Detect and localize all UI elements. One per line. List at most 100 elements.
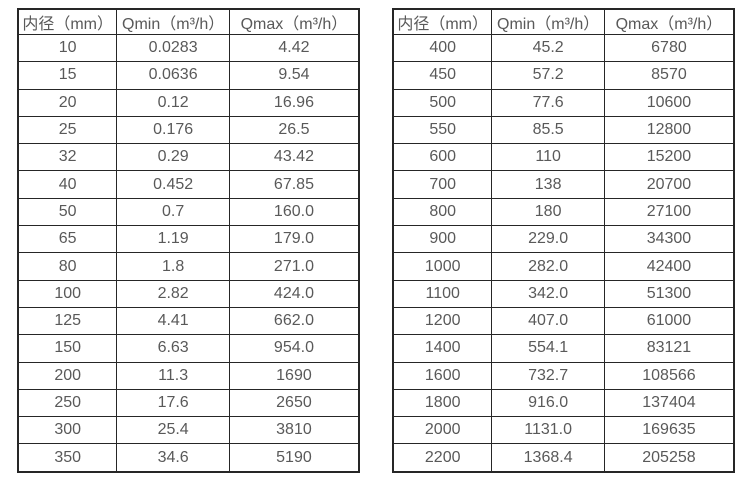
table-cell: 180 [491, 197, 605, 227]
table-row: 350 34.6 5190 [17, 443, 360, 473]
col-header-qmin: Qmin（m³/h） [116, 8, 230, 35]
table-row: 1600 732.7 108566 [392, 361, 735, 390]
table-cell: 6780 [603, 33, 735, 63]
table-cell: 2650 [228, 388, 360, 418]
table-cell: 1690 [228, 361, 360, 390]
table-cell: 9.54 [228, 61, 360, 90]
table-row: 500 77.6 10600 [392, 88, 735, 117]
table-cell: 0.0283 [116, 33, 230, 63]
table-cell: 160.0 [228, 197, 360, 227]
table-cell: 10 [17, 33, 118, 63]
table-cell: 271.0 [228, 252, 360, 281]
table-row: 400 45.2 6780 [392, 33, 735, 63]
table-row: 15 0.0636 9.54 [17, 61, 360, 90]
table-cell: 61000 [603, 306, 735, 336]
table-cell: 20700 [603, 170, 735, 199]
table-cell: 300 [17, 416, 118, 445]
table-row: 80 1.8 271.0 [17, 252, 360, 281]
table-cell: 1368.4 [491, 443, 605, 473]
table-cell: 954.0 [228, 334, 360, 363]
table-cell: 67.85 [228, 170, 360, 199]
table-cell: 1200 [392, 306, 493, 336]
table-cell: 500 [392, 88, 493, 117]
table-cell: 2000 [392, 416, 493, 445]
table-cell: 34300 [603, 225, 735, 254]
table-cell: 138 [491, 170, 605, 199]
table-cell: 1800 [392, 388, 493, 418]
table-cell: 169635 [603, 416, 735, 445]
table-body: 10 0.0283 4.42 15 0.0636 9.54 20 0.12 16.96 25 0.1… [17, 33, 360, 473]
table-cell: 25.4 [116, 416, 230, 445]
table-cell: 12800 [603, 115, 735, 145]
table-cell: 80 [17, 252, 118, 281]
table-cell: 77.6 [491, 88, 605, 117]
table-row: 20 0.12 16.96 [17, 88, 360, 117]
table-row: 1100 342.0 51300 [392, 279, 735, 308]
flow-rate-tables-container: 内径（mm） Qmin（m³/h） Qmax（m³/h） 10 0.0283 4.4… [17, 8, 735, 473]
table-cell: 600 [392, 143, 493, 172]
table-cell: 34.6 [116, 443, 230, 473]
table-cell: 2200 [392, 443, 493, 473]
table-cell: 50 [17, 197, 118, 227]
table-row: 550 85.5 12800 [392, 115, 735, 145]
col-header-inner-diameter: 内径（mm） [392, 8, 493, 35]
table-row: 450 57.2 8570 [392, 61, 735, 90]
table-cell: 424.0 [228, 279, 360, 308]
table-row: 600 110 15200 [392, 143, 735, 172]
table-cell: 110 [491, 143, 605, 172]
table-cell: 550 [392, 115, 493, 145]
table-cell: 150 [17, 334, 118, 363]
table-cell: 800 [392, 197, 493, 227]
table-row: 50 0.7 160.0 [17, 197, 360, 227]
table-cell: 200 [17, 361, 118, 390]
table-cell: 407.0 [491, 306, 605, 336]
table-row: 65 1.19 179.0 [17, 225, 360, 254]
table-cell: 732.7 [491, 361, 605, 390]
table-cell: 137404 [603, 388, 735, 418]
table-cell: 282.0 [491, 252, 605, 281]
table-cell: 1400 [392, 334, 493, 363]
table-cell: 1.19 [116, 225, 230, 254]
table-row: 2200 1368.4 205258 [392, 443, 735, 473]
table-cell: 2.82 [116, 279, 230, 308]
table-cell: 85.5 [491, 115, 605, 145]
table-cell: 205258 [603, 443, 735, 473]
table-cell: 125 [17, 306, 118, 336]
table-cell: 83121 [603, 334, 735, 363]
table-cell: 342.0 [491, 279, 605, 308]
table-cell: 27100 [603, 197, 735, 227]
table-cell: 8570 [603, 61, 735, 90]
table-cell: 17.6 [116, 388, 230, 418]
table-cell: 0.176 [116, 115, 230, 145]
table-cell: 11.3 [116, 361, 230, 390]
table-cell: 40 [17, 170, 118, 199]
table-row: 1800 916.0 137404 [392, 388, 735, 418]
table-cell: 179.0 [228, 225, 360, 254]
table-row: 125 4.41 662.0 [17, 306, 360, 336]
flow-rate-table-small-diameters: 内径（mm） Qmin（m³/h） Qmax（m³/h） 10 0.0283 4.4… [17, 8, 360, 473]
table-row: 2000 1131.0 169635 [392, 416, 735, 445]
table-row: 200 11.3 1690 [17, 361, 360, 390]
table-cell: 1100 [392, 279, 493, 308]
table-row: 25 0.176 26.5 [17, 115, 360, 145]
table-row: 800 180 27100 [392, 197, 735, 227]
table-row: 900 229.0 34300 [392, 225, 735, 254]
table-row: 100 2.82 424.0 [17, 279, 360, 308]
table-row: 40 0.452 67.85 [17, 170, 360, 199]
table-row: 250 17.6 2650 [17, 388, 360, 418]
table-cell: 0.12 [116, 88, 230, 117]
table-cell: 25 [17, 115, 118, 145]
table-cell: 15200 [603, 143, 735, 172]
table-cell: 1600 [392, 361, 493, 390]
table-cell: 26.5 [228, 115, 360, 145]
table-header-row: 内径（mm） Qmin（m³/h） Qmax（m³/h） [392, 8, 735, 35]
table-row: 32 0.29 43.42 [17, 143, 360, 172]
col-header-qmin: Qmin（m³/h） [491, 8, 605, 35]
table-cell: 1.8 [116, 252, 230, 281]
table-cell: 400 [392, 33, 493, 63]
table-cell: 10600 [603, 88, 735, 117]
col-header-qmax: Qmax（m³/h） [603, 8, 735, 35]
table-cell: 1131.0 [491, 416, 605, 445]
table-cell: 57.2 [491, 61, 605, 90]
table-cell: 45.2 [491, 33, 605, 63]
